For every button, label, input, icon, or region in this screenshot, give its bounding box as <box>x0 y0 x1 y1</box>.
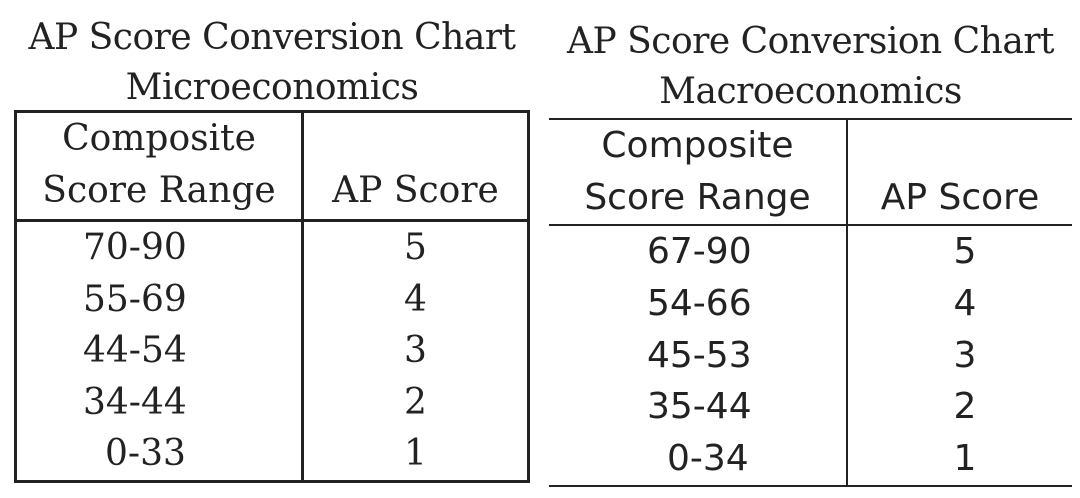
range-cell: 45-53 <box>549 329 848 382</box>
header-range-line-2: Score Range <box>584 177 811 218</box>
table-header-row: Composite Score Range AP Score <box>549 119 1072 226</box>
header-composite-range: Composite Score Range <box>15 111 304 222</box>
score-cell: 2 <box>953 386 977 428</box>
table-row: 67-90 5 <box>549 225 1072 278</box>
macroeconomics-title: AP Score Conversion Chart Macroeconomics <box>549 0 1072 118</box>
table-row: 55-69 4 <box>15 273 529 326</box>
title-line-1: AP Score Conversion Chart <box>566 21 1055 62</box>
range-cell: 55-69 <box>15 273 304 326</box>
range-cell: 0-33 <box>15 428 304 482</box>
score-cell: 2 <box>404 381 427 423</box>
title-line-1: AP Score Conversion Chart <box>28 17 516 58</box>
score-cell: 3 <box>404 330 427 372</box>
table-row: 45-53 3 <box>549 329 1072 382</box>
range-cell: 44-54 <box>15 325 304 377</box>
header-composite-range: Composite Score Range <box>549 119 848 226</box>
range-cell: 35-44 <box>549 381 848 434</box>
range-cell: 34-44 <box>15 376 304 429</box>
header-range-line-1: Composite <box>62 118 256 159</box>
range-cell: 70-90 <box>15 220 304 274</box>
table-row: 34-44 2 <box>15 376 529 429</box>
macroeconomics-panel: AP Score Conversion Chart Macroeconomics… <box>549 0 1072 487</box>
range-cell: 0-34 <box>549 433 848 486</box>
header-ap-score: AP Score <box>302 111 529 222</box>
range-cell: 67-90 <box>549 225 848 278</box>
range-cell: 54-66 <box>549 277 848 330</box>
microeconomics-table: Composite Score Range AP Score 70-90 5 5… <box>14 110 530 483</box>
header-ap-score: AP Score <box>847 119 1072 226</box>
title-line-2: Microeconomics <box>125 67 419 108</box>
table-row: 0-33 1 <box>15 428 529 482</box>
microeconomics-panel: AP Score Conversion Chart Microeconomics… <box>14 0 530 483</box>
microeconomics-title: AP Score Conversion Chart Microeconomics <box>14 0 530 110</box>
table-row: 44-54 3 <box>15 325 529 377</box>
score-cell: 3 <box>953 334 977 376</box>
title-line-2: Macroeconomics <box>659 71 962 112</box>
score-cell: 1 <box>953 438 977 480</box>
score-cell: 5 <box>404 227 427 268</box>
score-cell: 5 <box>953 231 977 272</box>
table-row: 35-44 2 <box>549 381 1072 434</box>
table-header-row: Composite Score Range AP Score <box>15 111 529 222</box>
header-range-line-2: Score Range <box>42 170 276 211</box>
table-row: 54-66 4 <box>549 277 1072 330</box>
score-cell: 4 <box>404 278 427 320</box>
score-cell: 4 <box>953 282 977 324</box>
table-row: 70-90 5 <box>15 220 529 274</box>
header-range-line-1: Composite <box>601 125 794 166</box>
macroeconomics-table: Composite Score Range AP Score 67-90 5 5… <box>549 118 1072 487</box>
table-row: 0-34 1 <box>549 433 1072 486</box>
score-cell: 1 <box>404 433 427 475</box>
